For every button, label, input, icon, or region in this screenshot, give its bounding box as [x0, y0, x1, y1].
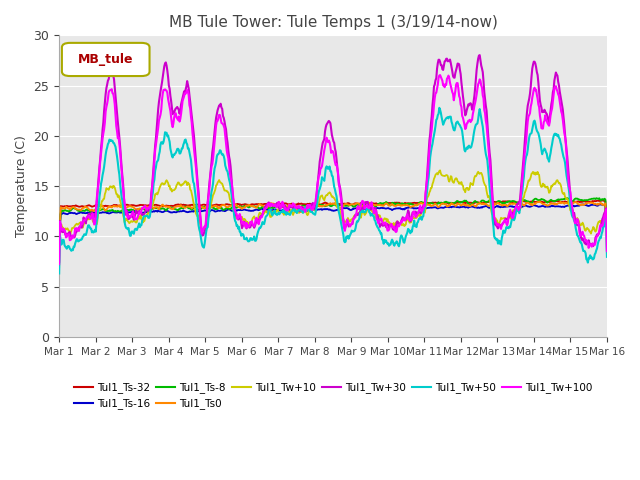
Line: Tul1_Tw+30: Tul1_Tw+30 — [59, 55, 607, 262]
Tul1_Ts-32 — [122, 202, 129, 208]
Tul1_Tw+100 — [55, 261, 63, 267]
Tul1_Tw+50 — [603, 254, 611, 260]
Tul1_Ts-8 — [55, 223, 63, 229]
Tul1_Ts-32 — [603, 223, 611, 229]
Tul1_Ts-16 — [399, 206, 407, 212]
Tul1_Tw+10 — [65, 228, 73, 233]
Tul1_Tw+10 — [55, 264, 63, 270]
Tul1_Ts-32 — [399, 201, 407, 206]
Tul1_Tw+50 — [435, 105, 443, 111]
Y-axis label: Temperature (C): Temperature (C) — [15, 135, 28, 237]
Tul1_Tw+30 — [122, 212, 129, 217]
Tul1_Ts-16 — [415, 205, 423, 211]
Line: Tul1_Tw+100: Tul1_Tw+100 — [59, 75, 607, 264]
Tul1_Ts0 — [177, 203, 185, 208]
Tul1_Tw+30 — [399, 216, 407, 221]
Tul1_Tw+50 — [415, 216, 423, 221]
Tul1_Tw+50 — [55, 271, 63, 276]
Tul1_Ts-8 — [65, 209, 73, 215]
Tul1_Ts0 — [535, 199, 543, 204]
Text: MB_tule: MB_tule — [78, 53, 134, 66]
Tul1_Ts-16 — [65, 210, 73, 216]
Tul1_Tw+50 — [206, 200, 214, 206]
Tul1_Ts-8 — [563, 195, 571, 201]
Tul1_Tw+100 — [603, 248, 611, 254]
Legend: Tul1_Ts-32, Tul1_Ts-16, Tul1_Ts-8, Tul1_Ts0, Tul1_Tw+10, Tul1_Tw+30, Tul1_Tw+50,: Tul1_Ts-32, Tul1_Ts-16, Tul1_Ts-8, Tul1_… — [70, 378, 596, 414]
FancyBboxPatch shape — [62, 43, 150, 76]
Line: Tul1_Ts-32: Tul1_Ts-32 — [59, 200, 607, 226]
Line: Tul1_Tw+50: Tul1_Tw+50 — [59, 108, 607, 274]
Tul1_Tw+50 — [399, 239, 407, 245]
Tul1_Tw+100 — [206, 177, 214, 183]
Tul1_Tw+10 — [206, 205, 214, 211]
Title: MB Tule Tower: Tule Temps 1 (3/19/14-now): MB Tule Tower: Tule Temps 1 (3/19/14-now… — [168, 15, 497, 30]
Line: Tul1_Ts-8: Tul1_Ts-8 — [59, 198, 607, 226]
Tul1_Tw+100 — [415, 205, 423, 211]
Tul1_Ts-16 — [55, 223, 63, 229]
Tul1_Ts-8 — [603, 223, 611, 229]
Tul1_Tw+10 — [399, 221, 407, 227]
Tul1_Tw+100 — [177, 111, 185, 117]
Tul1_Ts0 — [55, 223, 63, 229]
Tul1_Tw+30 — [206, 174, 214, 180]
Tul1_Ts-16 — [206, 208, 214, 214]
Tul1_Ts-16 — [595, 201, 603, 207]
Tul1_Ts-32 — [599, 197, 607, 203]
Tul1_Ts0 — [122, 205, 129, 211]
Tul1_Tw+30 — [55, 259, 63, 265]
Line: Tul1_Tw+10: Tul1_Tw+10 — [59, 170, 607, 267]
Tul1_Ts-16 — [603, 223, 611, 229]
Tul1_Ts-16 — [122, 210, 129, 216]
Tul1_Ts-32 — [65, 204, 73, 209]
Tul1_Tw+100 — [65, 231, 73, 237]
Tul1_Ts0 — [206, 204, 214, 210]
Tul1_Ts0 — [65, 205, 73, 211]
Tul1_Ts-32 — [177, 202, 185, 207]
Tul1_Tw+10 — [177, 183, 185, 189]
Tul1_Ts-8 — [399, 202, 407, 207]
Tul1_Ts-8 — [122, 207, 129, 213]
Tul1_Tw+100 — [399, 216, 407, 221]
Tul1_Tw+10 — [415, 212, 423, 218]
Tul1_Tw+10 — [436, 168, 444, 173]
Line: Tul1_Ts-16: Tul1_Ts-16 — [59, 204, 607, 226]
Tul1_Tw+30 — [177, 102, 185, 108]
Tul1_Tw+100 — [122, 206, 129, 212]
Tul1_Ts-8 — [206, 205, 214, 211]
Tul1_Tw+100 — [436, 72, 444, 78]
Tul1_Ts-32 — [415, 200, 423, 206]
Tul1_Tw+50 — [177, 148, 185, 154]
Tul1_Ts-32 — [206, 203, 214, 208]
Tul1_Ts0 — [603, 223, 611, 229]
Tul1_Tw+50 — [65, 243, 73, 249]
Tul1_Ts-32 — [55, 223, 63, 229]
Tul1_Ts0 — [415, 201, 423, 206]
Tul1_Ts-8 — [177, 205, 185, 211]
Tul1_Ts-8 — [415, 200, 423, 205]
Tul1_Tw+30 — [65, 230, 73, 236]
Line: Tul1_Ts0: Tul1_Ts0 — [59, 202, 607, 226]
Tul1_Tw+30 — [603, 247, 611, 253]
Tul1_Ts0 — [399, 202, 407, 208]
Tul1_Tw+10 — [603, 250, 611, 255]
Tul1_Tw+50 — [122, 223, 129, 229]
Tul1_Tw+10 — [122, 216, 129, 221]
Tul1_Tw+30 — [476, 52, 484, 58]
Tul1_Tw+30 — [415, 210, 423, 216]
Tul1_Ts-16 — [177, 208, 185, 214]
